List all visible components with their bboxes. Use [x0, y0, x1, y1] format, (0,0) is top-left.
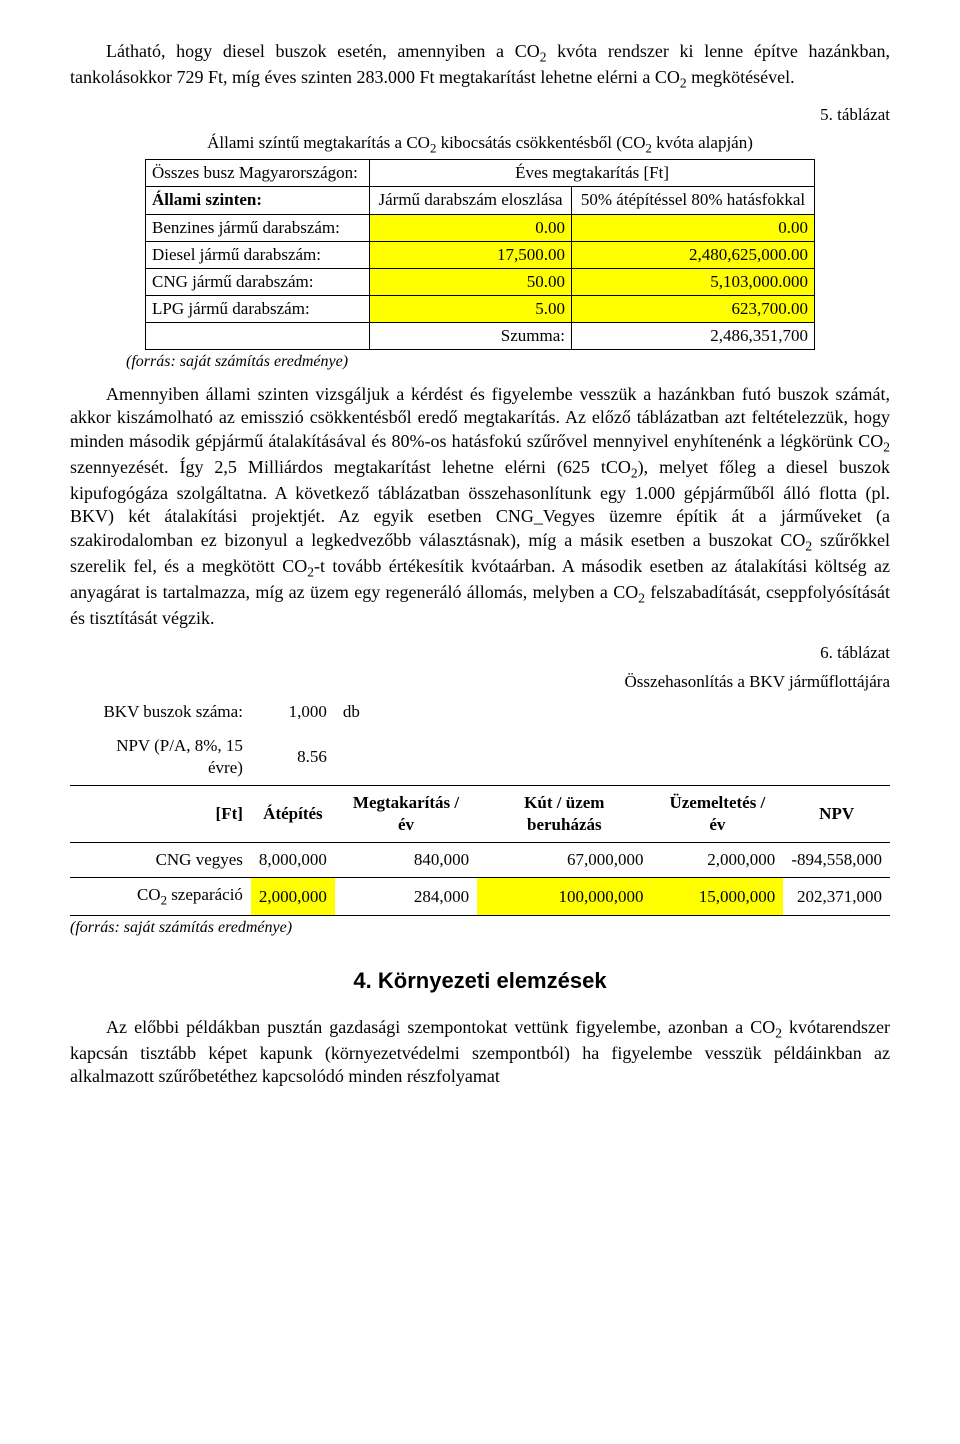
table-header-row: [Ft] Átépítés Megtakarítás / év Kút / üz…: [70, 785, 890, 842]
t6-h-atep: Átépítés: [251, 785, 335, 842]
t5-r5c2: 50.00: [370, 268, 572, 295]
t5-sum-val: 2,486,351,700: [572, 322, 815, 349]
t5-sum-lbl: Szumma:: [370, 322, 572, 349]
table-row: NPV (P/A, 8%, 15 évre) 8.56: [70, 729, 890, 786]
table-row: Benzines jármű darabszám: 0.00 0.00: [146, 214, 815, 241]
t5-r6c1: LPG jármű darabszám:: [146, 295, 370, 322]
t6-source: (forrás: saját számítás eredménye): [70, 918, 890, 939]
t5-r4c1: Diesel jármű darabszám:: [146, 241, 370, 268]
t6-d2-lbl: CO2 szeparáció: [70, 878, 251, 916]
t6-caption-title: Összehasonlítás a BKV járműflottájára: [70, 671, 890, 693]
t6-h-ft: [Ft]: [70, 785, 251, 842]
t5-r5c1: CNG jármű darabszám:: [146, 268, 370, 295]
t6-d1-atep: 8,000,000: [251, 843, 335, 878]
t6-d1-meg: 840,000: [335, 843, 477, 878]
t6-r2-v: 8.56: [251, 729, 335, 786]
t5-r2c1: Állami szinten:: [146, 187, 370, 214]
table-row: Állami szinten: Jármű darabszám eloszlás…: [146, 187, 815, 214]
t5-r1c2: Éves megtakarítás [Ft]: [370, 160, 815, 187]
table-row: CNG jármű darabszám: 50.00 5,103,000.000: [146, 268, 815, 295]
table-6: BKV buszok száma: 1,000 db NPV (P/A, 8%,…: [70, 695, 890, 917]
table-row: Szumma: 2,486,351,700: [146, 322, 815, 349]
table-row: BKV buszok száma: 1,000 db: [70, 695, 890, 729]
t5-r1c1: Összes busz Magyarországon:: [146, 160, 370, 187]
t5-r3c1: Benzines jármű darabszám:: [146, 214, 370, 241]
outro-paragraph: Az előbbi példákban pusztán gazdasági sz…: [70, 1016, 890, 1089]
t5-r3c2: 0.00: [370, 214, 572, 241]
t5-r4c2: 17,500.00: [370, 241, 572, 268]
t6-r2-lbl: NPV (P/A, 8%, 15 évre): [70, 729, 251, 786]
table-row: LPG jármű darabszám: 5.00 623,700.00: [146, 295, 815, 322]
t5-r6c2: 5.00: [370, 295, 572, 322]
table-row: CO2 szeparáció 2,000,000 284,000 100,000…: [70, 878, 890, 916]
t6-d2-kut: 100,000,000: [477, 878, 651, 916]
section-heading: 4. Környezeti elemzések: [70, 967, 890, 996]
t6-h-npv: NPV: [783, 785, 890, 842]
t6-d1-uzem: 2,000,000: [652, 843, 784, 878]
t6-r1-v: 1,000: [251, 695, 335, 729]
t6-d2-atep: 2,000,000: [251, 878, 335, 916]
t5-r6c3: 623,700.00: [572, 295, 815, 322]
intro-paragraph: Látható, hogy diesel buszok esetén, amen…: [70, 40, 890, 92]
t6-r1-u: db: [335, 695, 477, 729]
t6-d1-npv: -894,558,000: [783, 843, 890, 878]
mid-paragraph: Amennyiben állami szinten vizsgáljuk a k…: [70, 383, 890, 631]
t6-d1-kut: 67,000,000: [477, 843, 651, 878]
t6-caption-number: 6. táblázat: [70, 642, 890, 664]
table-row: Diesel jármű darabszám: 17,500.00 2,480,…: [146, 241, 815, 268]
table-row: CNG vegyes 8,000,000 840,000 67,000,000 …: [70, 843, 890, 878]
t6-d2-meg: 284,000: [335, 878, 477, 916]
t5-r4c3: 2,480,625,000.00: [572, 241, 815, 268]
t5-caption-title: Állami színtű megtakarítás a CO2 kibocsá…: [70, 132, 890, 157]
t5-r2c3: 50% átépítéssel 80% hatásfokkal: [572, 187, 815, 214]
t6-r1-lbl: BKV buszok száma:: [70, 695, 251, 729]
t6-d2-npv: 202,371,000: [783, 878, 890, 916]
t5-sum-empty: [146, 322, 370, 349]
t6-h-uzem: Üzemeltetés / év: [652, 785, 784, 842]
t5-r5c3: 5,103,000.000: [572, 268, 815, 295]
t6-d1-lbl: CNG vegyes: [70, 843, 251, 878]
t6-d2-uzem: 15,000,000: [652, 878, 784, 916]
table-row: Összes busz Magyarországon: Éves megtaka…: [146, 160, 815, 187]
t6-h-kut: Kút / üzem beruházás: [477, 785, 651, 842]
t5-source: (forrás: saját számítás eredménye): [70, 352, 890, 373]
table-5: Összes busz Magyarországon: Éves megtaka…: [145, 159, 815, 350]
t5-caption-number: 5. táblázat: [70, 104, 890, 126]
t5-r2c2: Jármű darabszám eloszlása: [370, 187, 572, 214]
t6-h-meg: Megtakarítás / év: [335, 785, 477, 842]
t5-r3c3: 0.00: [572, 214, 815, 241]
